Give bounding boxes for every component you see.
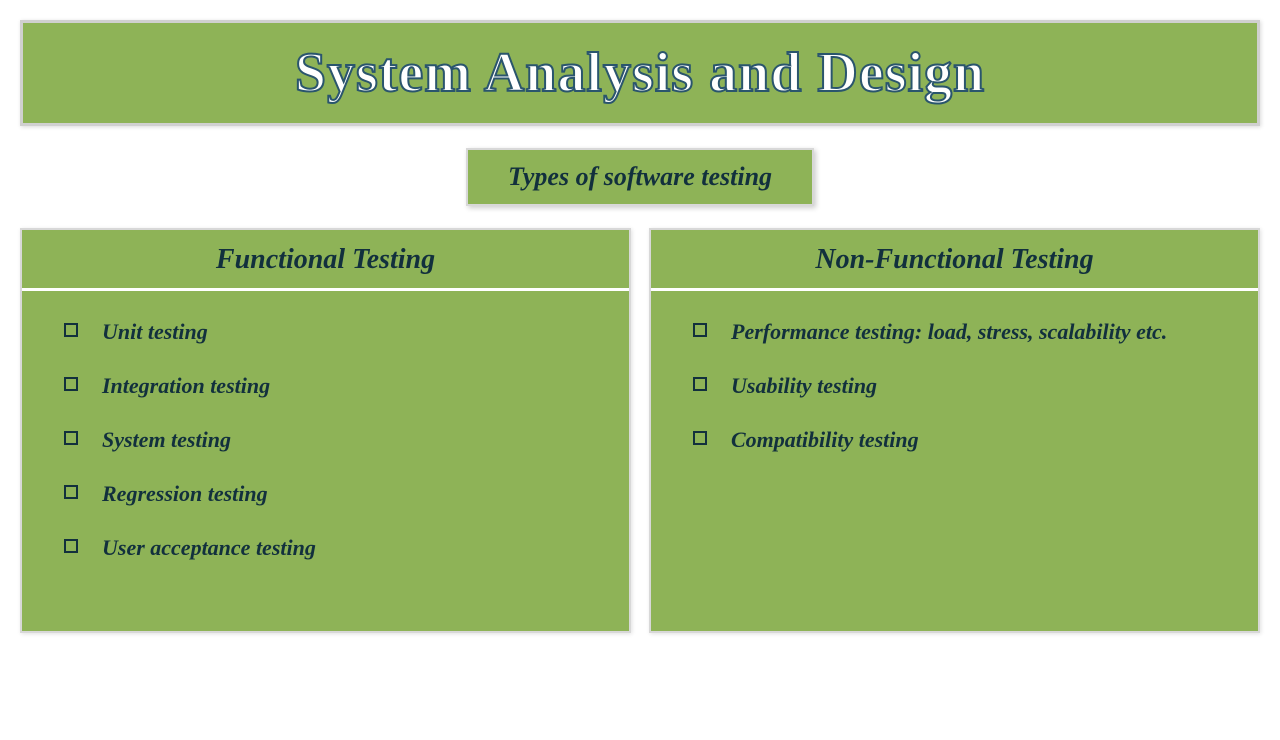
columns-container: Functional Testing Unit testing Integrat… [20,228,1260,633]
column-header: Non-Functional Testing [651,230,1258,291]
item-text: Integration testing [102,369,609,403]
subtitle-banner: Types of software testing [466,148,814,206]
list-item: User acceptance testing [64,531,609,565]
column-header-text: Functional Testing [216,244,435,275]
bullet-icon [64,323,78,337]
item-text: Unit testing [102,315,609,349]
bullet-icon [693,377,707,391]
list-item: Usability testing [693,369,1238,403]
main-title-banner: System Analysis and Design [20,20,1260,126]
bullet-icon [693,431,707,445]
bullet-icon [64,539,78,553]
item-text: User acceptance testing [102,531,609,565]
item-text: Usability testing [731,369,1238,403]
bullet-icon [693,323,707,337]
item-text: Performance testing: load, stress, scala… [731,315,1238,349]
bullet-icon [64,485,78,499]
list-item: Regression testing [64,477,609,511]
list-item: Compatibility testing [693,423,1238,457]
item-text: Compatibility testing [731,423,1238,457]
item-text: System testing [102,423,609,457]
list-item: Integration testing [64,369,609,403]
bullet-icon [64,431,78,445]
main-title-text: System Analysis and Design [23,41,1257,105]
bullet-icon [64,377,78,391]
list-item: Unit testing [64,315,609,349]
column-nonfunctional: Non-Functional Testing Performance testi… [649,228,1260,633]
column-body: Unit testing Integration testing System … [22,291,629,631]
subtitle-text: Types of software testing [508,162,772,191]
column-functional: Functional Testing Unit testing Integrat… [20,228,631,633]
column-header: Functional Testing [22,230,629,291]
column-body: Performance testing: load, stress, scala… [651,291,1258,631]
item-text: Regression testing [102,477,609,511]
subtitle-container: Types of software testing [0,148,1280,206]
list-item: System testing [64,423,609,457]
column-header-text: Non-Functional Testing [815,244,1093,275]
list-item: Performance testing: load, stress, scala… [693,315,1238,349]
